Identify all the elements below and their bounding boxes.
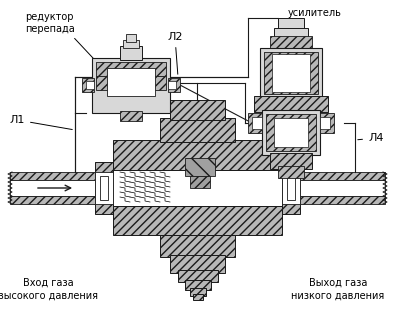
Bar (113, 170, 282, 206)
Bar (96, 62, 166, 76)
Bar (185, 280, 211, 290)
Text: редуктор
перепада: редуктор перепада (25, 12, 105, 71)
Bar (190, 176, 210, 188)
Bar (282, 162, 300, 214)
Bar (123, 40, 139, 48)
Bar (274, 118, 308, 147)
Bar (10, 180, 103, 196)
Bar (260, 48, 322, 98)
Bar (113, 206, 282, 235)
Bar (95, 162, 113, 214)
Bar (120, 111, 142, 121)
Bar (92, 58, 170, 113)
Text: Вход газа
высокого давления: Вход газа высокого давления (0, 278, 98, 300)
Bar (10, 196, 103, 204)
Bar (190, 288, 206, 296)
Bar (82, 78, 94, 92)
Text: Л2: Л2 (167, 32, 183, 74)
Text: Л1: Л1 (10, 115, 72, 130)
Bar (86, 81, 94, 89)
Bar (297, 172, 385, 180)
Bar (126, 34, 136, 42)
Text: Выход газа
низкого давления: Выход газа низкого давления (291, 278, 385, 300)
Bar (274, 28, 308, 38)
Bar (168, 78, 180, 92)
Bar (100, 176, 108, 200)
Bar (270, 36, 312, 50)
Bar (170, 255, 225, 273)
Bar (264, 52, 318, 94)
Bar (270, 153, 312, 169)
Bar (113, 140, 282, 170)
Bar (185, 158, 215, 176)
Bar (170, 100, 225, 120)
Bar (120, 46, 142, 60)
Bar (10, 172, 103, 180)
Bar (287, 176, 295, 200)
Bar (266, 114, 316, 151)
Text: усилитель: усилитель (288, 8, 342, 22)
Bar (252, 117, 262, 129)
Bar (160, 235, 235, 257)
Bar (297, 196, 385, 204)
Bar (168, 81, 176, 89)
Bar (262, 110, 320, 155)
Bar (107, 68, 155, 96)
Bar (272, 54, 310, 92)
Bar (278, 18, 304, 30)
Bar (278, 166, 304, 178)
Bar (160, 118, 235, 142)
Bar (248, 113, 262, 133)
Bar (282, 172, 300, 204)
Bar (320, 113, 334, 133)
Text: Л3: Л3 (200, 113, 225, 123)
Bar (178, 270, 218, 282)
Bar (254, 96, 328, 112)
Bar (95, 172, 113, 204)
Bar (96, 76, 166, 90)
Bar (297, 180, 385, 196)
Text: Л4: Л4 (358, 133, 384, 143)
Bar (193, 294, 203, 300)
Bar (320, 117, 330, 129)
